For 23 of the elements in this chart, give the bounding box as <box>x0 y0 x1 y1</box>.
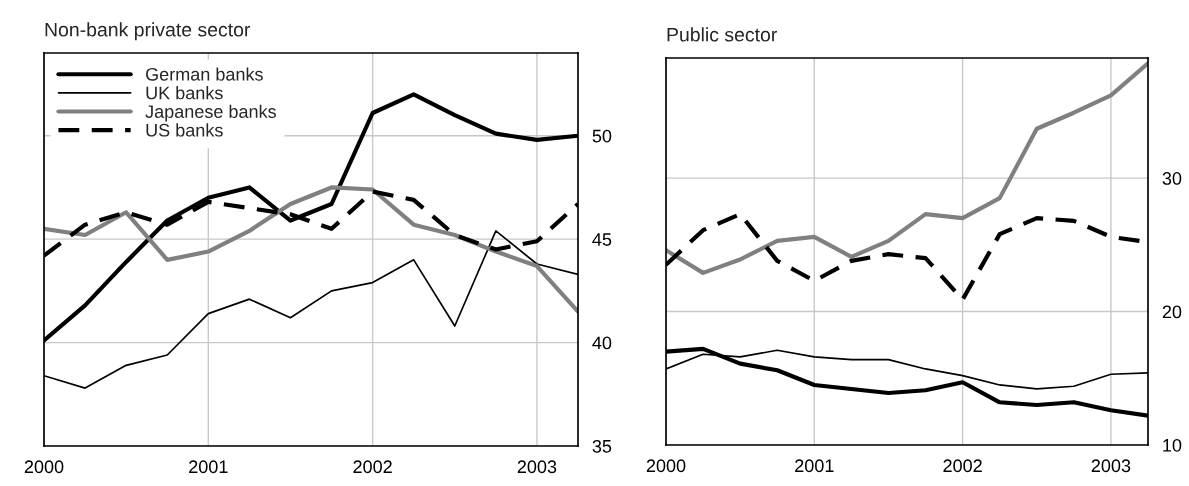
legend-label: German banks <box>146 67 263 81</box>
chart-title: Public sector <box>667 27 777 42</box>
line-series <box>44 185 578 314</box>
y-tick-label: 35 <box>592 439 612 453</box>
x-tick-label: 2003 <box>517 460 557 474</box>
x-tick-label: 2002 <box>353 460 392 474</box>
y-tick-label: 50 <box>592 129 612 143</box>
line-series <box>666 61 1148 275</box>
legend-label: UK banks <box>146 86 223 100</box>
x-tick-label: 2000 <box>646 459 686 473</box>
x-tick-label: 2003 <box>1091 459 1131 473</box>
x-tick-label: 2002 <box>943 459 982 473</box>
y-tick-label: 10 <box>1163 438 1182 452</box>
y-tick-label: 40 <box>592 336 612 350</box>
y-tick-label: 20 <box>1162 305 1182 319</box>
legend-label: Japanese banks <box>145 104 276 122</box>
y-tick-label: 45 <box>592 233 612 246</box>
x-tick-label: 2001 <box>189 460 228 474</box>
y-tick-label: 30 <box>1162 172 1182 185</box>
x-tick-label: 2000 <box>24 460 64 474</box>
legend-label: US banks <box>146 123 223 137</box>
chart-title: Non-bank private sector <box>45 22 251 41</box>
x-tick-label: 2001 <box>795 459 834 473</box>
